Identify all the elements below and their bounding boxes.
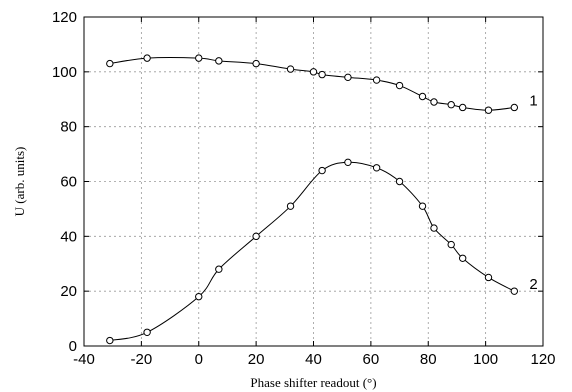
x-tick-label: 40 <box>305 351 322 368</box>
series-2-line <box>109 161 515 342</box>
y-tick-label: 40 <box>60 228 77 245</box>
x-tick-label: 100 <box>473 351 498 368</box>
x-tick-label: 20 <box>248 351 265 368</box>
series-1-point <box>430 98 438 106</box>
series-2-point <box>318 166 326 175</box>
series-1-point <box>372 76 381 84</box>
y-tick-label: 20 <box>60 283 77 300</box>
x-tick-label: 80 <box>420 351 437 368</box>
series-1-point <box>286 65 295 73</box>
series-2-point <box>252 232 260 241</box>
series-1-point <box>318 70 326 79</box>
series-2-point <box>447 240 455 249</box>
series-1-point <box>395 81 404 90</box>
series-2-point <box>484 273 493 282</box>
series-1-point <box>344 73 352 82</box>
tick-labels: -40 -20 0 20 40 60 80 100 120 0 20 40 60 80 100 120 <box>52 9 556 368</box>
series-1-point <box>510 103 519 112</box>
series-2-point <box>344 158 352 167</box>
grid <box>84 17 543 346</box>
series-1-point <box>143 54 151 62</box>
series-2-point <box>395 177 404 186</box>
series-2-label: 2 <box>529 276 537 293</box>
series-2-point <box>510 287 519 295</box>
series-1-point <box>195 54 203 62</box>
series-1-point <box>309 68 318 76</box>
series-2-point <box>143 328 151 336</box>
series-2-point <box>195 292 203 301</box>
series-2-point <box>418 202 427 210</box>
x-tick-label: -20 <box>131 351 153 368</box>
series-1-point <box>458 103 467 112</box>
x-tick-label: 60 <box>363 351 380 368</box>
x-axis-label: Phase shifter readout (°) <box>250 375 376 390</box>
series-1-point <box>106 59 114 68</box>
plot-frame <box>83 16 544 347</box>
series-1-point <box>215 57 223 65</box>
series-1-point <box>252 59 260 68</box>
series-1-point <box>484 106 493 114</box>
plot-border <box>83 16 544 347</box>
y-axis-label: U (arb. units) <box>12 147 27 217</box>
series-1-label: 1 <box>529 92 537 109</box>
series-1-point <box>447 101 455 109</box>
x-tick-label: 120 <box>530 351 555 368</box>
series-2-point <box>430 224 438 232</box>
y-tick-label: 100 <box>52 64 77 81</box>
y-tick-label: 0 <box>69 338 77 355</box>
y-tick-label: 60 <box>60 174 77 191</box>
series-group: 12 <box>106 54 538 345</box>
y-tick-label: 120 <box>52 9 77 26</box>
series-2-point <box>106 336 114 345</box>
series-2-point <box>215 265 223 273</box>
y-tick-label: 80 <box>60 119 77 136</box>
series-1-point <box>418 92 427 101</box>
series-2-point <box>286 202 295 210</box>
x-tick-label: 0 <box>195 351 203 368</box>
x-tick-label: -40 <box>73 351 95 368</box>
series-2-point <box>458 254 467 262</box>
series-2-point <box>372 164 381 172</box>
